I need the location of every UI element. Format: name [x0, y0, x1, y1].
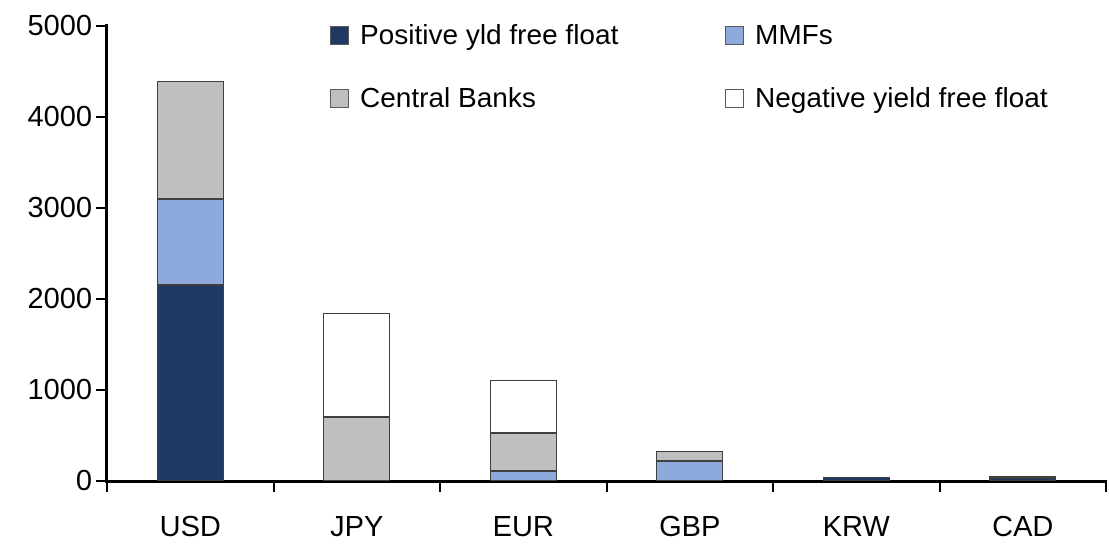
bar-eur-central-banks — [489, 432, 557, 471]
chart-legend: Positive yld free float MMFs Central Ban… — [330, 19, 1048, 113]
bar-eur-negative-yield-free-float — [489, 379, 557, 433]
y-axis-label-3000: 3000 — [27, 192, 92, 224]
bar-usd-positive-yld-free-float — [156, 285, 224, 481]
bar-usd-central-banks — [156, 80, 224, 199]
x-axis-line — [105, 480, 1107, 483]
x-axis-tick — [605, 483, 608, 492]
y-axis-tick — [96, 25, 105, 27]
legend-label-central-banks: Central Banks — [360, 82, 536, 113]
legend-swatch-central-banks — [330, 88, 349, 108]
y-axis-label-1000: 1000 — [27, 374, 92, 406]
bar-krw-positive-yld-free-float — [822, 476, 890, 481]
x-axis-tick — [1105, 483, 1107, 492]
y-axis-label-0: 0 — [75, 465, 92, 497]
y-axis-tick — [96, 480, 105, 482]
legend-swatch-mmfs — [725, 25, 744, 45]
bar-gbp-central-banks — [656, 450, 724, 461]
bar-cad-central-banks — [989, 475, 1057, 478]
x-axis-tick — [439, 483, 441, 492]
x-axis-label-jpy: JPY — [330, 511, 384, 543]
bar-jpy-negative-yield-free-float — [323, 312, 391, 418]
legend-item-central-banks: Central Banks — [330, 82, 725, 113]
legend-swatch-positive-yld-free-float — [330, 25, 349, 45]
bar-cad-positive-yld-free-float — [989, 477, 1057, 481]
y-axis-tick — [96, 207, 105, 209]
legend-item-negative-yield-free-float: Negative yield free float — [725, 82, 1048, 113]
legend-item-mmfs: MMFs — [725, 19, 1048, 50]
legend-label-positive-yld-free-float: Positive yld free float — [360, 19, 619, 50]
bar-gbp-mmfs — [656, 460, 724, 481]
bar-usd-mmfs — [156, 198, 224, 286]
x-axis-label-gbp: GBP — [659, 511, 721, 543]
y-axis-label-5000: 5000 — [27, 10, 92, 42]
legend-label-negative-yield-free-float: Negative yield free float — [755, 82, 1048, 113]
y-axis-tick — [96, 389, 105, 391]
y-axis-label-2000: 2000 — [27, 283, 92, 315]
x-axis-label-cad: CAD — [992, 511, 1054, 543]
legend-swatch-negative-yield-free-float — [725, 88, 744, 108]
bar-jpy-central-banks — [323, 417, 391, 481]
y-axis-line — [105, 24, 108, 483]
y-axis-label-4000: 4000 — [27, 101, 92, 133]
x-axis-tick — [772, 483, 774, 492]
x-axis-tick — [938, 483, 941, 492]
x-axis-label-eur: EUR — [492, 511, 554, 543]
legend-label-mmfs: MMFs — [755, 19, 833, 50]
y-axis-tick — [96, 116, 105, 118]
legend-item-positive-yld-free-float: Positive yld free float — [330, 19, 725, 50]
x-axis-tick — [272, 483, 275, 492]
bar-eur-mmfs — [489, 470, 557, 481]
x-axis-label-krw: KRW — [822, 511, 890, 543]
x-axis-label-usd: USD — [159, 511, 221, 543]
y-axis-tick — [96, 298, 105, 300]
x-axis-tick — [106, 483, 108, 492]
